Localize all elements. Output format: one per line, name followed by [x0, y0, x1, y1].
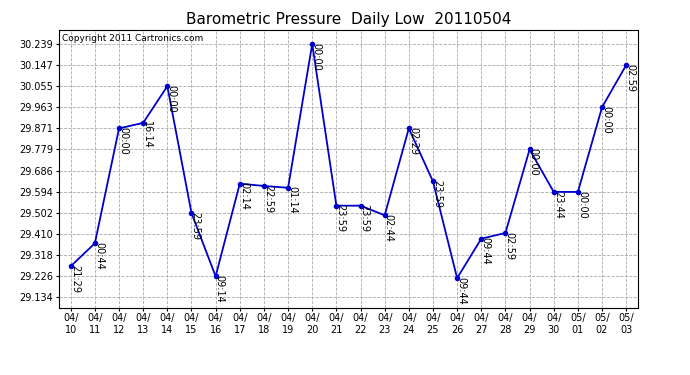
Text: 09:14: 09:14 — [215, 275, 225, 303]
Text: 02:44: 02:44 — [384, 214, 394, 242]
Text: 02:59: 02:59 — [504, 232, 515, 260]
Text: 00:00: 00:00 — [601, 106, 611, 134]
Text: 00:00: 00:00 — [118, 127, 128, 155]
Text: 02:29: 02:29 — [408, 127, 418, 155]
Text: 00:00: 00:00 — [577, 190, 587, 218]
Text: 09:44: 09:44 — [480, 237, 491, 265]
Text: 00:44: 00:44 — [94, 242, 104, 270]
Text: 01:14: 01:14 — [287, 186, 297, 214]
Text: 02:59: 02:59 — [625, 64, 635, 92]
Title: Barometric Pressure  Daily Low  20110504: Barometric Pressure Daily Low 20110504 — [186, 12, 511, 27]
Text: 09:44: 09:44 — [456, 277, 466, 304]
Text: 00:00: 00:00 — [166, 85, 177, 112]
Text: 21:29: 21:29 — [70, 265, 80, 293]
Text: Copyright 2011 Cartronics.com: Copyright 2011 Cartronics.com — [61, 34, 203, 43]
Text: 00:00: 00:00 — [311, 43, 322, 70]
Text: 22:59: 22:59 — [263, 184, 273, 213]
Text: 23:44: 23:44 — [553, 190, 563, 218]
Text: 16:14: 16:14 — [142, 122, 152, 149]
Text: 23:59: 23:59 — [190, 211, 201, 240]
Text: 23:59: 23:59 — [335, 204, 346, 232]
Text: 02:14: 02:14 — [239, 182, 249, 210]
Text: 00:00: 00:00 — [529, 148, 539, 176]
Text: 23:59: 23:59 — [359, 204, 370, 232]
Text: 23:59: 23:59 — [432, 180, 442, 208]
